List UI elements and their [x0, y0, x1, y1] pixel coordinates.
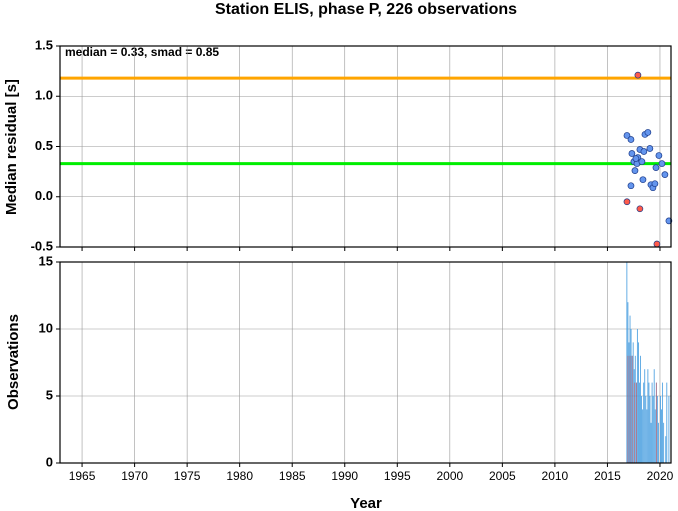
bar	[653, 369, 655, 463]
x-tick-label: 2010	[542, 469, 569, 483]
point	[640, 148, 648, 155]
point	[639, 176, 647, 184]
point	[627, 136, 635, 143]
annotation: median = 0.33, smad = 0.85	[65, 45, 219, 59]
bar	[656, 396, 658, 463]
point	[644, 129, 652, 136]
bar	[626, 262, 628, 463]
y-axis-label: Median residual [s]	[3, 79, 20, 215]
y-tick-label: 0.5	[35, 138, 53, 153]
bar	[642, 409, 644, 463]
bar	[665, 436, 667, 463]
x-tick-label: 1985	[279, 469, 306, 483]
y-tick-label: 15	[39, 253, 53, 268]
x-tick-label: 1970	[121, 469, 148, 483]
bar	[643, 382, 645, 463]
x-tick-label: 2005	[489, 469, 516, 483]
point	[628, 150, 636, 157]
point	[627, 182, 635, 190]
y-tick-label: -0.5	[31, 238, 53, 253]
bar	[654, 409, 656, 463]
point	[661, 171, 669, 178]
point	[651, 180, 659, 188]
bar	[634, 355, 636, 463]
x-tick-label: 1980	[226, 469, 253, 483]
bar	[639, 382, 640, 463]
bar	[645, 396, 647, 463]
bar	[630, 329, 632, 463]
point	[665, 217, 673, 225]
x-tick-label: 2015	[594, 469, 621, 483]
point	[623, 132, 631, 139]
bar	[651, 382, 653, 463]
point	[655, 152, 663, 159]
bar	[647, 369, 649, 463]
bar	[660, 396, 661, 463]
bar	[661, 409, 662, 463]
point	[658, 160, 666, 167]
x-axis-label: Year	[350, 495, 382, 511]
bar	[638, 342, 639, 463]
bar	[652, 396, 654, 463]
y-tick-label: 1.5	[35, 37, 53, 52]
bar	[641, 396, 642, 463]
point	[631, 167, 639, 174]
point	[646, 145, 654, 152]
bar	[662, 382, 664, 463]
point	[632, 155, 640, 162]
point	[652, 164, 660, 171]
bar	[628, 342, 630, 463]
bar	[640, 355, 641, 463]
y-tick-label: 5	[46, 387, 53, 402]
point	[623, 198, 631, 206]
y-axis-label: Observations	[5, 314, 22, 410]
bar	[657, 422, 659, 463]
x-tick-label: 2000	[436, 469, 463, 483]
x-tick-label: 1975	[174, 469, 201, 483]
bar	[663, 422, 665, 463]
point	[653, 240, 661, 248]
point	[634, 71, 642, 79]
y-tick-label: 10	[39, 320, 53, 335]
x-tick-label: 1995	[384, 469, 411, 483]
bar	[644, 369, 646, 463]
bar	[668, 396, 670, 463]
y-tick-label: 0	[46, 454, 53, 469]
y-tick-label: 1.0	[35, 88, 53, 103]
y-tick-label: 0.0	[35, 188, 53, 203]
frame	[59, 261, 672, 464]
bar	[666, 382, 668, 463]
point	[636, 205, 644, 213]
bar	[649, 396, 651, 463]
bar	[648, 382, 650, 463]
x-tick-label: 1990	[331, 469, 358, 483]
bar	[636, 329, 638, 463]
bar	[650, 422, 652, 463]
x-tick-label: 2020	[647, 469, 674, 483]
point	[638, 158, 646, 165]
x-tick-label: 1965	[69, 469, 96, 483]
chart-title: Station ELIS, phase P, 226 observations	[215, 1, 517, 18]
bar	[646, 409, 648, 463]
bar	[632, 342, 634, 463]
frame	[59, 45, 672, 248]
